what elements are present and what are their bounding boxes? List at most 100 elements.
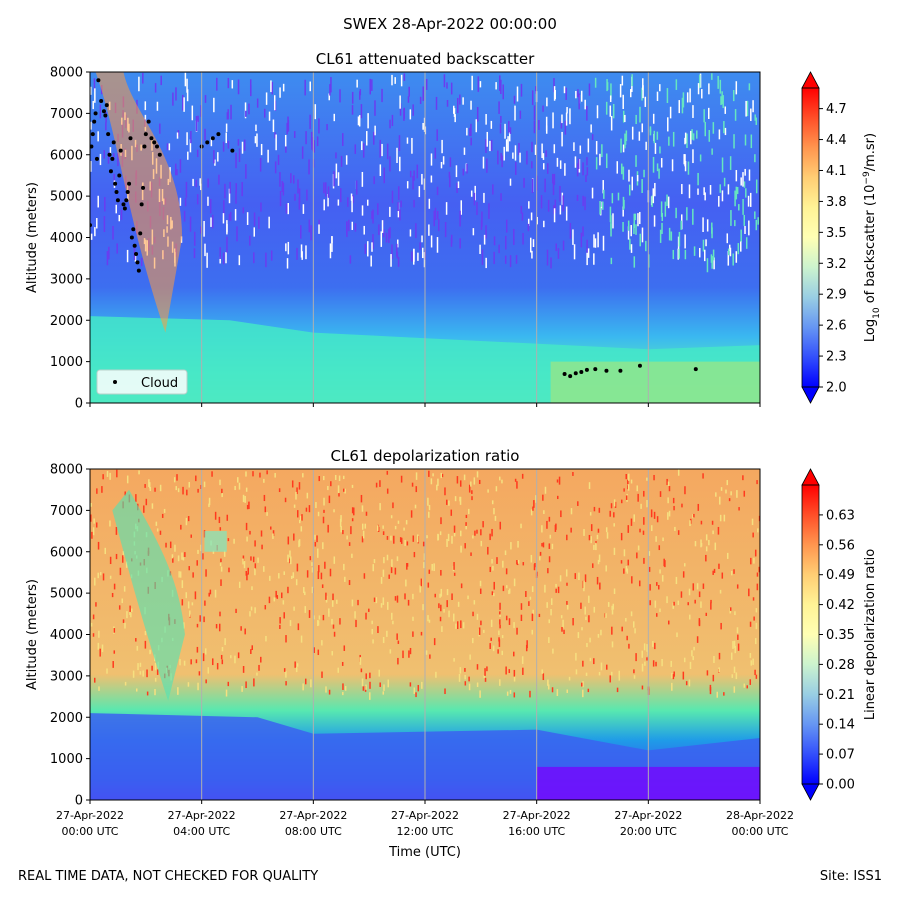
heatmap-field: [90, 469, 760, 800]
cloud-point: [94, 156, 99, 161]
y-axis-label: Altitude (meters): [25, 579, 40, 690]
colorbar-tick-label: 4.7: [826, 102, 847, 117]
cloud-point: [141, 185, 146, 190]
cloud-point: [128, 136, 133, 141]
cloud-point: [139, 202, 144, 207]
figure-title: SWEX 28-Apr-2022 00:00:00: [343, 15, 557, 33]
cloud-point: [115, 198, 120, 203]
colorbar-label-part: of backscatter (10: [863, 185, 878, 308]
colorbar-tick-label: 0.63: [826, 508, 855, 523]
y-tick-label: 5000: [50, 587, 83, 602]
cloud-point: [101, 109, 106, 114]
cloud-point: [131, 227, 136, 232]
cloud-point: [136, 268, 141, 273]
cloud-point: [118, 148, 123, 153]
colorbar-tick-label: 0.14: [826, 718, 855, 733]
cloud-point: [143, 132, 148, 137]
cloud-point: [122, 206, 127, 211]
colorbar: 2.0 2.3 2.6 2.9 3.2 3.5 3.8 4.1 4.4 4.7 Log10 of b…: [801, 71, 882, 404]
x-tick-label-time: 12:00 UTC: [396, 825, 453, 838]
colorbar-scale: [802, 88, 819, 387]
cloud-point: [96, 78, 101, 83]
colorbar-extend-min: [801, 783, 820, 801]
cloud-point: [142, 144, 147, 149]
colorbar-frame: [801, 87, 820, 388]
colorbar-tick-label: 0.49: [826, 568, 855, 583]
cloud-point: [210, 136, 215, 141]
colorbar-tick-label: 0.00: [826, 778, 855, 793]
panel-depolarization: CL61 depolarization ratio 0 1000 2000 3000 40…: [25, 447, 878, 860]
legend-label: Cloud: [141, 376, 178, 391]
y-tick-label: 0: [75, 397, 83, 412]
cloud-point: [155, 144, 159, 149]
colorbar-tick-label: 4.1: [826, 164, 847, 179]
cloud-point: [114, 189, 119, 194]
cloud-point: [135, 260, 140, 265]
cloud-point: [129, 235, 134, 240]
x-tick-label-date: 27-Apr-2022: [168, 809, 236, 822]
x-tick-label-time: 08:00 UTC: [285, 825, 342, 838]
cloud-point: [117, 173, 122, 178]
cloud-plume: [95, 72, 183, 333]
colorbar-label-part: Log: [863, 319, 878, 342]
colorbar-tick-label: 3.2: [826, 257, 847, 272]
x-tick-label-time: 20:00 UTC: [620, 825, 677, 838]
y-tick-label: 2000: [50, 314, 83, 329]
cloud-point: [573, 371, 578, 376]
colorbar-tick-label: 2.6: [826, 319, 847, 334]
colorbar-tick-label: 2.9: [826, 288, 847, 303]
cloud-point: [124, 198, 129, 203]
cloud-point: [618, 368, 623, 373]
y-tick-label: 4000: [50, 231, 83, 246]
cloud-point: [216, 132, 221, 137]
y-tick-label: 0: [75, 794, 83, 809]
colorbar-extend-max: [801, 468, 820, 486]
cloud-point: [138, 231, 143, 236]
cloud-point: [693, 367, 698, 372]
cloud-point: [121, 202, 126, 207]
low-aerosol-band: [550, 361, 760, 403]
panel-title: CL61 attenuated backscatter: [316, 50, 535, 68]
legend-marker: [113, 380, 117, 384]
cloud-point: [90, 144, 94, 149]
x-tick-label-date: 27-Apr-2022: [614, 809, 682, 822]
colorbar-label-part: /m.sr): [863, 133, 878, 171]
cloud-point: [111, 140, 116, 145]
y-tick-label: 2000: [50, 711, 83, 726]
cloud-depol-streak: [112, 489, 185, 701]
colorbar-scale: [802, 485, 819, 784]
cloud-point: [205, 140, 210, 145]
x-tick-label-date: 28-Apr-2022: [726, 809, 794, 822]
y-tick-label: 8000: [50, 66, 83, 81]
colorbar-label-part: 10: [872, 307, 882, 319]
colorbar-tick-label: 0.07: [826, 748, 855, 763]
y-tick-label: 8000: [50, 463, 83, 478]
cloud-point: [146, 119, 151, 124]
colorbar-label: Log10 of backscatter (10−9/m.sr): [862, 133, 882, 342]
legend: Cloud: [96, 369, 188, 395]
colorbar-extend-min: [801, 386, 820, 404]
cloud-point: [113, 181, 118, 186]
x-tick-label-date: 27-Apr-2022: [503, 809, 571, 822]
colorbar-tick-label: 4.4: [826, 133, 847, 148]
cloud-point: [157, 152, 162, 157]
cloud-point: [584, 367, 589, 372]
colorbar-tick-label: 2.3: [826, 350, 847, 365]
colorbar-label-part: −9: [862, 171, 872, 185]
cloud-point: [110, 156, 115, 161]
cloud-point: [568, 374, 573, 379]
colorbar-tick-label: 0.35: [826, 628, 855, 643]
y-tick-label: 7000: [50, 504, 83, 519]
cloud-point: [106, 132, 111, 137]
cloud-point: [108, 169, 113, 174]
cloud-point: [99, 98, 104, 103]
x-tick-label-date: 27-Apr-2022: [56, 809, 124, 822]
y-tick-label: 6000: [50, 148, 83, 163]
cloud-point: [92, 119, 97, 124]
colorbar-extend-max: [801, 71, 820, 89]
y-tick-label: 1000: [50, 355, 83, 370]
y-tick-label: 4000: [50, 628, 83, 643]
quality-disclaimer: REAL TIME DATA, NOT CHECKED FOR QUALITY: [18, 869, 319, 884]
cloud-point: [90, 132, 95, 137]
y-tick-label: 1000: [50, 752, 83, 767]
